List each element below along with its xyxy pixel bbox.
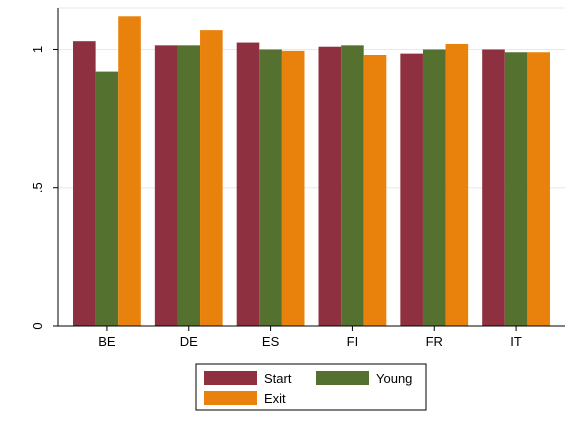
bar-start-es <box>236 42 260 326</box>
legend-swatch-young <box>316 371 369 385</box>
legend-swatch-exit <box>204 391 257 405</box>
bar-young-es <box>259 49 282 326</box>
legend: Start Young Exit <box>195 363 427 411</box>
y-tick-label-1: .5 <box>30 182 45 193</box>
bar-young-be <box>95 71 119 326</box>
bars <box>73 16 550 327</box>
legend-label-exit: Exit <box>264 391 286 406</box>
x-tick-label-be: BE <box>98 334 116 349</box>
grid-lines <box>58 7 565 189</box>
bar-exit-es <box>281 50 305 326</box>
bar-exit-be <box>118 16 141 326</box>
legend-label-start: Start <box>264 371 292 386</box>
y-tick-label-0: 0 <box>30 322 45 329</box>
bar-exit-fr <box>445 43 469 327</box>
bar-exit-de <box>200 30 223 327</box>
bar-start-be <box>73 41 96 326</box>
bar-young-it <box>504 52 528 327</box>
bar-young-fr <box>422 49 446 326</box>
bar-start-fr <box>400 53 423 326</box>
x-tick-label-fr: FR <box>426 334 443 349</box>
bar-exit-fi <box>363 55 387 326</box>
legend-swatch-start <box>204 371 257 385</box>
legend-label-young: Young <box>376 371 412 386</box>
bar-start-de <box>154 45 178 326</box>
axes: 0 .5 1 BE DE ES FI FR IT <box>30 8 565 349</box>
bar-start-it <box>482 49 505 326</box>
bar-young-de <box>177 45 201 326</box>
x-tick-label-de: DE <box>180 334 198 349</box>
x-tick-label-es: ES <box>262 334 280 349</box>
y-tick-label-2: 1 <box>30 46 45 53</box>
x-tick-label-it: IT <box>510 334 522 349</box>
bar-start-fi <box>318 46 342 326</box>
x-tick-label-fi: FI <box>347 334 359 349</box>
bar-young-fi <box>341 45 364 326</box>
bar-exit-it <box>527 52 550 327</box>
